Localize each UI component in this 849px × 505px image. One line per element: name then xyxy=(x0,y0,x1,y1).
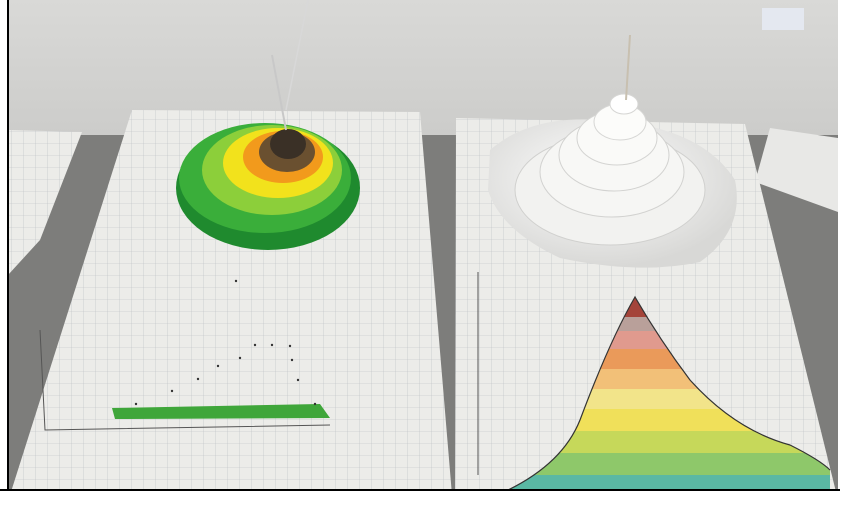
box xyxy=(762,8,804,30)
scene xyxy=(0,0,849,505)
page xyxy=(0,0,849,505)
photo xyxy=(0,0,849,505)
